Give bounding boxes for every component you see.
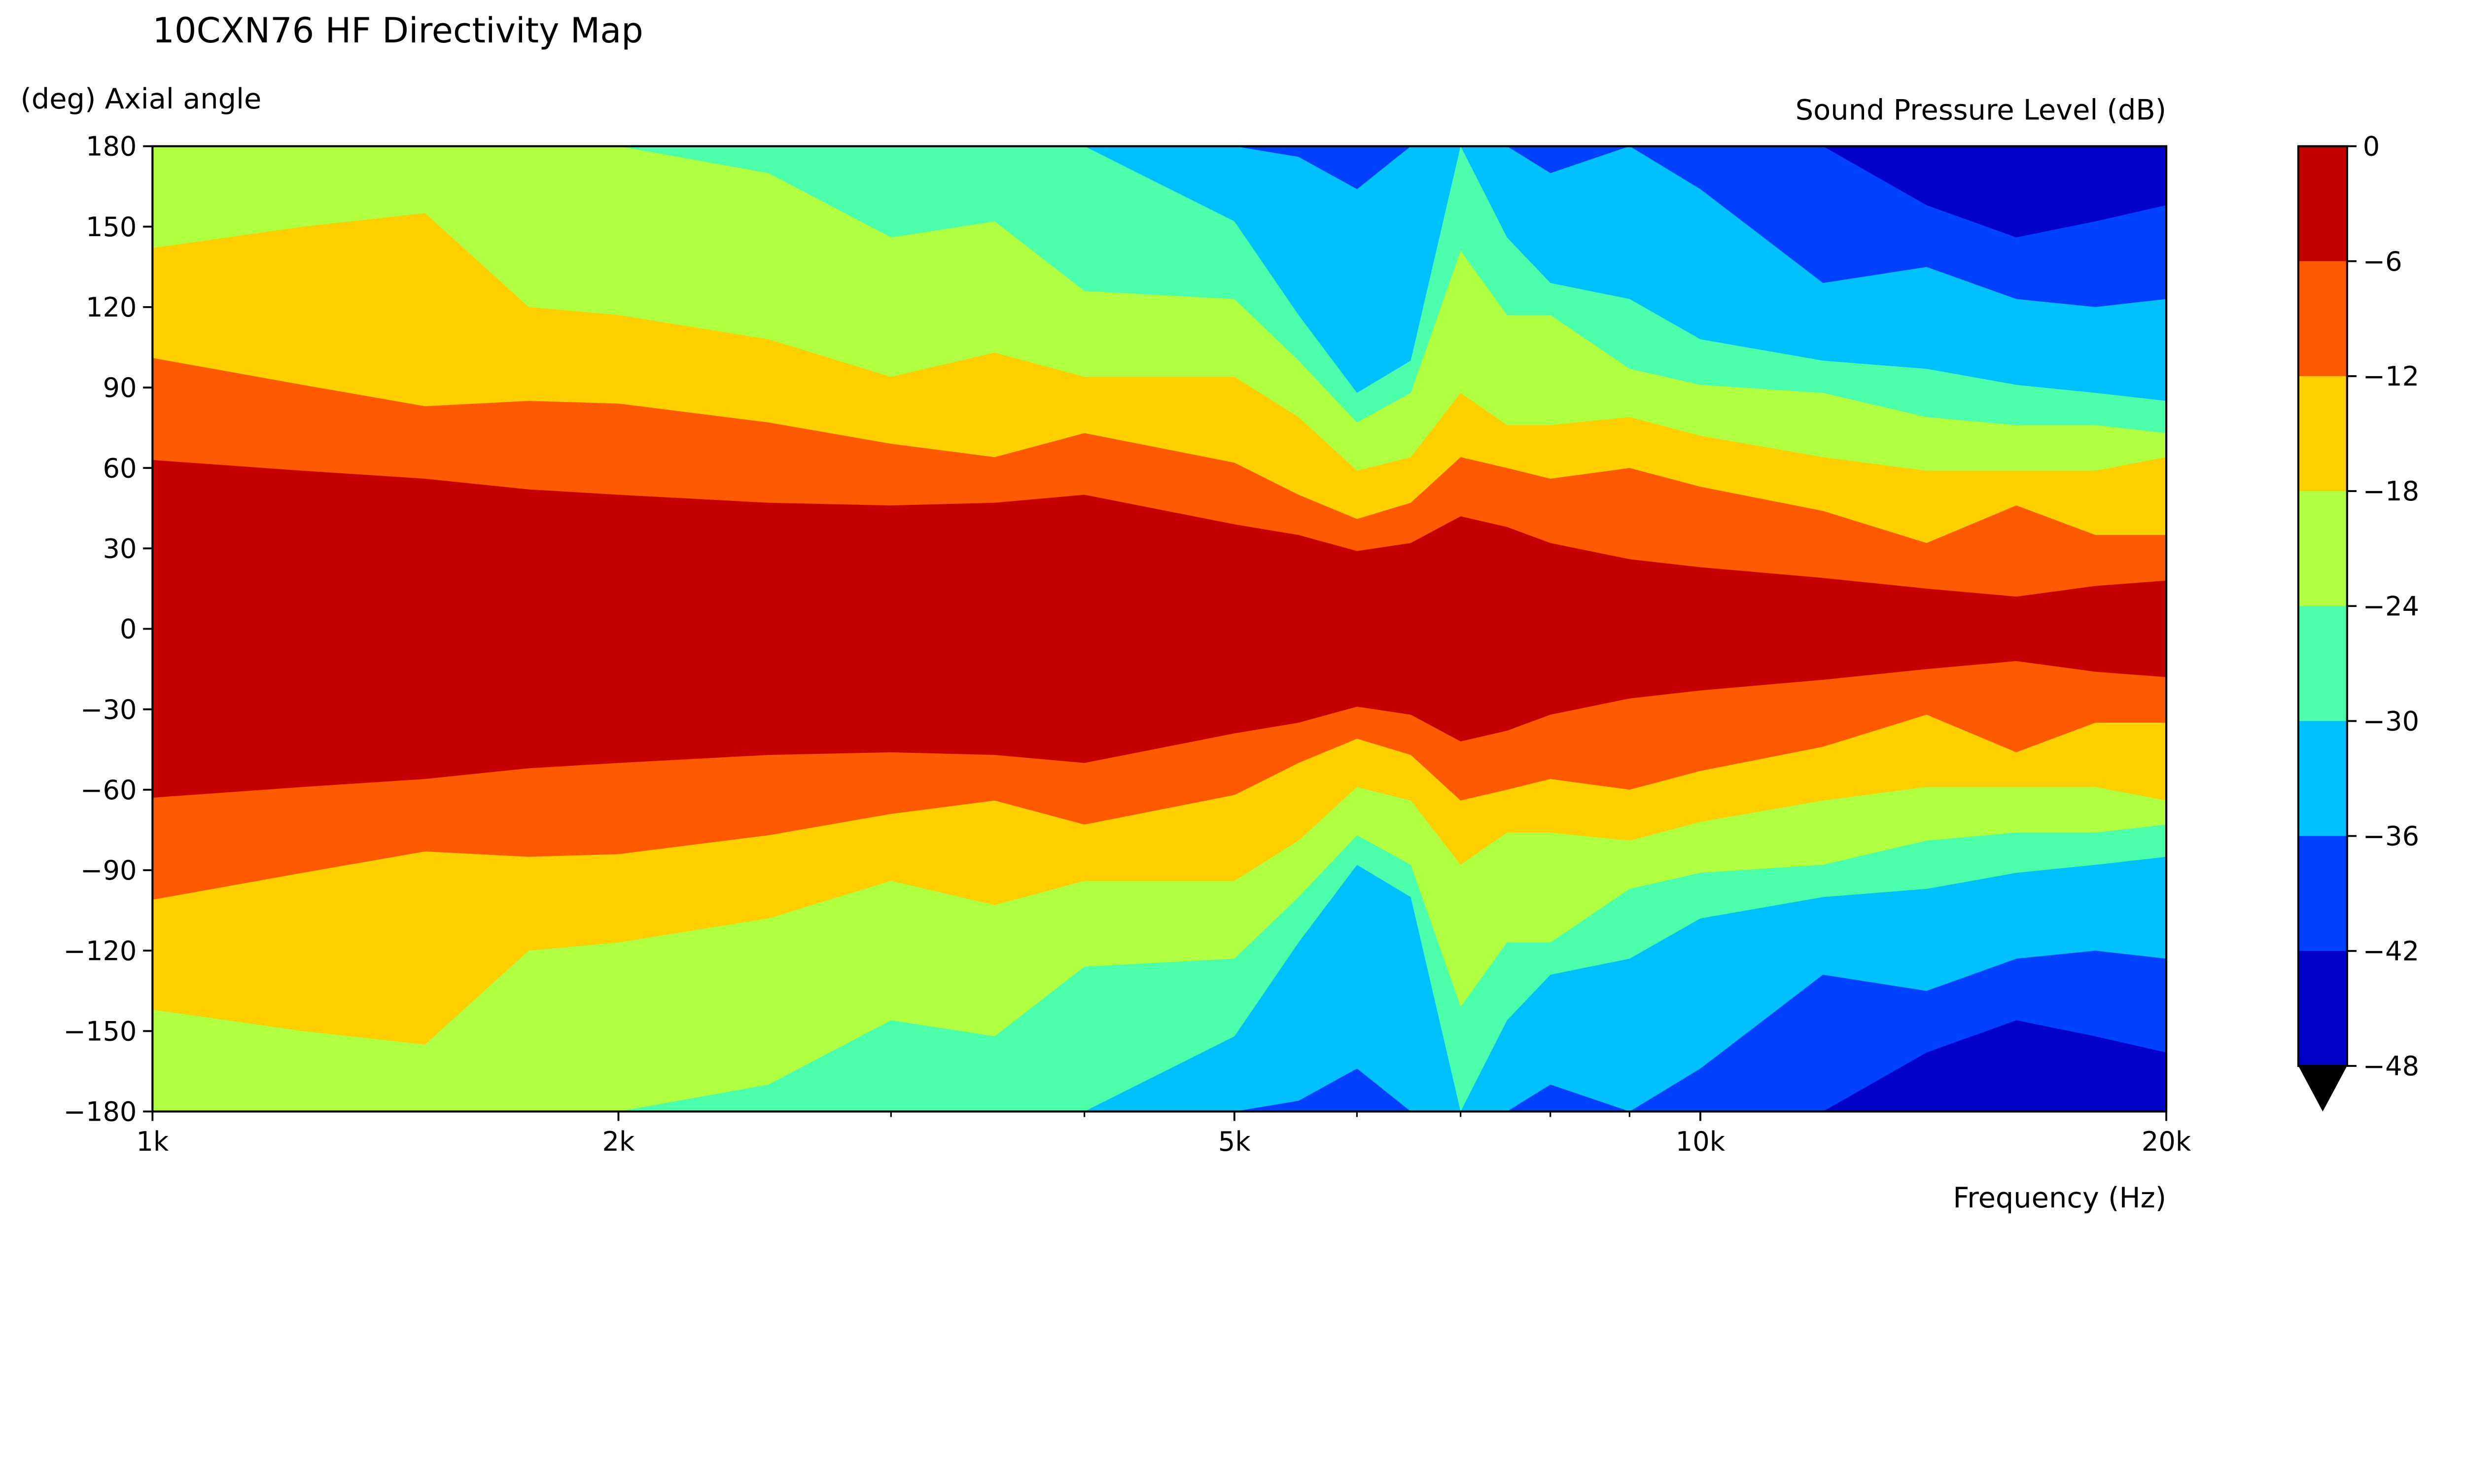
colorbar-swatch — [2298, 491, 2347, 607]
colorbar-swatch — [2298, 606, 2347, 722]
colorbar-swatch — [2298, 721, 2347, 837]
chart-title: 10CXN76 HF Directivity Map — [152, 10, 643, 51]
colorbar-tick-label: −24 — [2363, 591, 2419, 622]
colorbar-tick-label: −36 — [2363, 821, 2419, 852]
colorbar-tick-label: −48 — [2363, 1051, 2419, 1082]
colorbar-tick-label: −30 — [2363, 706, 2419, 737]
colorbar-extend-triangle — [2298, 1065, 2347, 1112]
y-tick-label: 120 — [86, 292, 137, 323]
y-tick-label: 0 — [120, 614, 137, 645]
colorbar-tick-label: −18 — [2363, 476, 2419, 507]
x-tick-label: 1k — [136, 1126, 169, 1157]
colorbar-tick-label: −12 — [2363, 361, 2419, 392]
y-tick-label: −90 — [80, 855, 137, 886]
colorbar-swatch — [2298, 261, 2347, 377]
contour-band-minus6 — [152, 460, 2167, 798]
y-axis-label: (deg) Axial angle — [20, 82, 261, 115]
y-tick-label: −180 — [64, 1096, 137, 1128]
y-tick-label: 180 — [86, 131, 137, 162]
colorbar-tick-label: −6 — [2363, 246, 2402, 277]
colorbar-swatch — [2298, 951, 2347, 1067]
y-tick-label: 30 — [103, 533, 137, 564]
colorbar-swatch — [2298, 836, 2347, 952]
colorbar-swatch — [2298, 146, 2347, 262]
x-tick-label: 5k — [1218, 1126, 1251, 1157]
y-tick-label: 150 — [86, 212, 137, 243]
x-axis-label: Frequency (Hz) — [1953, 1181, 2166, 1214]
colorbar-tick-label: −42 — [2363, 936, 2419, 967]
contour-bands — [152, 146, 2167, 1112]
y-tick-label: 60 — [103, 453, 137, 484]
y-tick-label: 90 — [103, 372, 137, 403]
colorbar-swatch — [2298, 376, 2347, 492]
colorbar-label: Sound Pressure Level (dB) — [1796, 93, 2166, 126]
x-tick-label: 2k — [602, 1126, 635, 1157]
x-tick-label: 10k — [1676, 1126, 1726, 1157]
y-tick-label: −60 — [80, 775, 137, 806]
colorbar-tick-label: 0 — [2363, 131, 2380, 162]
colorbar: 0 −6 −12 −18 −24 −30 −36 −42 −48 — [2297, 131, 2419, 1112]
y-tick-label: −30 — [80, 694, 137, 725]
directivity-chart: 10CXN76 HF Directivity Map (deg) Axial a… — [20, 10, 2419, 1214]
y-tick-label: −150 — [64, 1016, 137, 1047]
y-tick-label: −120 — [64, 935, 137, 966]
x-tick-label: 20k — [2142, 1126, 2191, 1157]
